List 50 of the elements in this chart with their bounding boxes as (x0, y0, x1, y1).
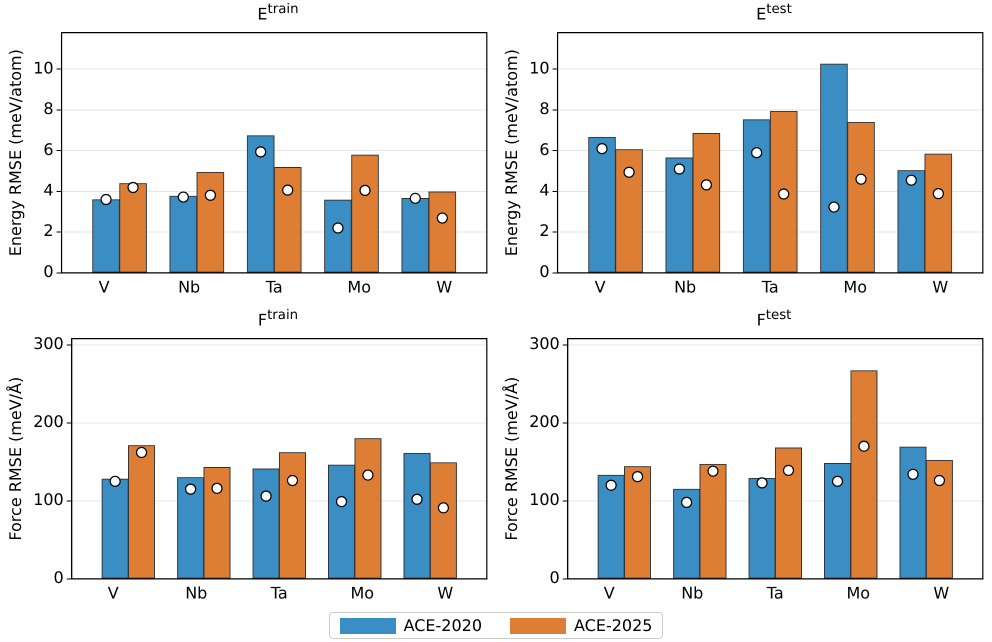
x-tick-label: Nb (674, 278, 696, 297)
y-tick-label: 100 (529, 490, 560, 509)
y-tick-label: 100 (33, 490, 64, 509)
x-tick-label: Nb (185, 584, 208, 603)
y-tick-label: 200 (529, 412, 560, 431)
legend-label: ACE-2025 (574, 616, 652, 635)
x-tick-label: Mo (843, 278, 868, 297)
y-tick-label: 300 (33, 334, 64, 353)
x-tick-label: W (933, 584, 950, 603)
y-axis-title: Force RMSE (meV/Å) (502, 376, 521, 541)
x-tick-label: Mo (347, 278, 372, 297)
y-tick-label: 4 (539, 180, 550, 200)
chart-title: E$^{train}$ (256, 1, 299, 24)
x-tick-label: Nb (178, 278, 200, 297)
y-tick-label: 2 (539, 221, 550, 240)
x-tick-label: V (604, 584, 615, 603)
y-tick-label: 2 (43, 221, 54, 240)
x-tick-label: Ta (270, 584, 288, 603)
y-tick-label: 0 (43, 262, 54, 281)
x-tick-label: V (98, 278, 110, 297)
x-tick-label: Nb (681, 584, 704, 603)
x-tick-label: Mo (350, 584, 374, 603)
chart-title: F$^{test}$ (756, 307, 792, 330)
y-axis-title: Energy RMSE (meV/atom) (6, 49, 25, 256)
x-tick-label: Ta (766, 584, 784, 603)
y-axis-title: Force RMSE (meV/Å) (6, 376, 25, 541)
x-tick-label: V (594, 278, 606, 297)
y-tick-label: 4 (43, 180, 54, 200)
y-tick-label: 0 (550, 568, 560, 587)
x-tick-label: W (932, 278, 948, 297)
chart-title: F$^{train}$ (256, 307, 298, 330)
x-tick-label: Mo (846, 584, 870, 603)
x-tick-label: Ta (760, 278, 779, 297)
x-tick-label: W (437, 584, 454, 603)
chart-title: E$^{test}$ (755, 1, 792, 24)
y-tick-label: 0 (539, 262, 550, 281)
y-tick-label: 0 (54, 568, 64, 587)
y-tick-label: 8 (539, 99, 550, 118)
x-tick-label: Ta (264, 278, 283, 297)
legend-label: ACE-2020 (404, 616, 482, 635)
y-tick-label: 200 (33, 412, 64, 431)
x-tick-label: V (108, 584, 119, 603)
y-tick-label: 6 (539, 140, 550, 159)
y-tick-label: 6 (43, 140, 54, 159)
x-tick-label: W (436, 278, 452, 297)
y-tick-label: 10 (529, 58, 550, 78)
y-tick-label: 8 (43, 99, 54, 118)
y-axis-title: Energy RMSE (meV/atom) (502, 49, 521, 256)
y-tick-label: 10 (33, 58, 54, 78)
y-tick-label: 300 (529, 334, 560, 353)
